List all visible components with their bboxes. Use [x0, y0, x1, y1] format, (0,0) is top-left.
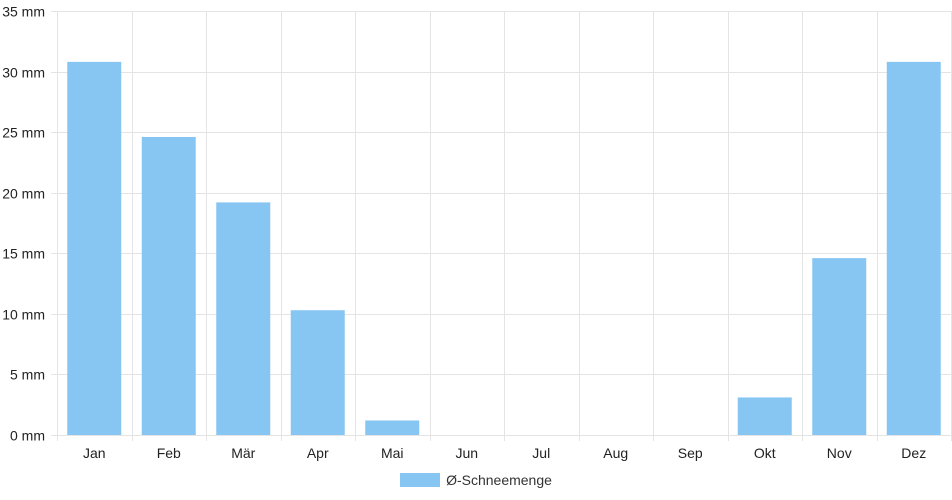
- y-tick-label: 25 mm: [2, 125, 45, 141]
- bar[interactable]: [141, 136, 196, 435]
- y-tick-label: 10 mm: [2, 307, 45, 323]
- y-tick-label: 15 mm: [2, 246, 45, 262]
- x-axis-ticks: Jan Feb Mär Apr Mai Jun Jul Aug Sep Okt Nov Dez: [83, 445, 926, 461]
- x-tick-label: Okt: [754, 445, 776, 461]
- x-tick-label: Jun: [455, 445, 478, 461]
- bar[interactable]: [67, 61, 122, 435]
- x-tick-label: Apr: [307, 445, 329, 461]
- bar[interactable]: [886, 61, 941, 435]
- y-tick-label: 0 mm: [10, 428, 45, 444]
- legend-label: Ø-Schneemenge: [446, 472, 552, 488]
- legend[interactable]: Ø-Schneemenge: [0, 472, 952, 488]
- grid-lines: [51, 11, 952, 441]
- y-tick-label: 20 mm: [2, 186, 45, 202]
- bar[interactable]: [216, 202, 271, 435]
- x-tick-label: Mär: [231, 445, 255, 461]
- x-tick-label: Aug: [603, 445, 628, 461]
- x-tick-label: Mai: [381, 445, 404, 461]
- bar[interactable]: [812, 258, 867, 435]
- bars: [67, 61, 941, 435]
- legend-swatch: [400, 473, 441, 487]
- y-axis-ticks: 0 mm 5 mm 10 mm 15 mm 20 mm 25 mm 30 mm 35 mm: [2, 4, 45, 444]
- x-tick-label: Dez: [901, 445, 926, 461]
- y-tick-label: 5 mm: [10, 367, 45, 383]
- x-tick-label: Jan: [83, 445, 106, 461]
- x-tick-label: Jul: [532, 445, 550, 461]
- bar[interactable]: [737, 397, 792, 435]
- x-tick-label: Sep: [678, 445, 703, 461]
- y-tick-label: 30 mm: [2, 65, 45, 81]
- bar[interactable]: [290, 310, 345, 435]
- x-tick-label: Nov: [827, 445, 852, 461]
- bar[interactable]: [365, 420, 420, 435]
- x-tick-label: Feb: [157, 445, 181, 461]
- y-tick-label: 35 mm: [2, 4, 45, 20]
